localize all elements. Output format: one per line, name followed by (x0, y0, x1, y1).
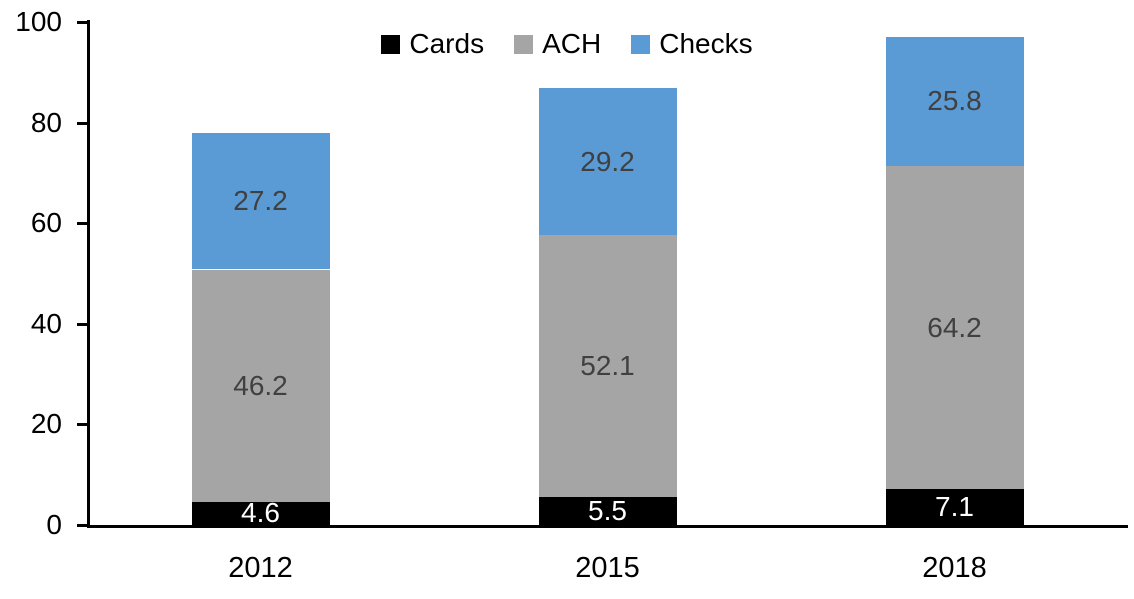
data-label-ach: 46.2 (233, 369, 288, 401)
bar-2012: 4.6 46.2 27.2 (191, 132, 330, 529)
legend-swatch-cards-icon (381, 34, 401, 54)
y-axis-tick (77, 423, 87, 427)
data-label-ach: 64.2 (927, 311, 982, 343)
y-axis-tick (77, 222, 87, 226)
legend-item-ach: ACH (514, 30, 601, 58)
y-tick-label: 20 (30, 408, 62, 440)
legend-swatch-checks-icon (631, 34, 651, 54)
y-tick-label: 60 (30, 207, 62, 239)
bar-segment-ach (538, 235, 677, 498)
bar-segment-checks (538, 88, 677, 236)
y-axis-line (87, 20, 90, 528)
bar-segment-checks (191, 132, 330, 270)
legend-item-checks: Checks (631, 28, 753, 59)
legend-item-cards: Cards (381, 30, 484, 58)
y-axis-tick (77, 21, 87, 24)
y-axis-tick (77, 322, 87, 326)
legend: Cards ACH Checks (0, 30, 1134, 58)
x-axis-label: 2015 (575, 552, 640, 584)
bar-segment-checks (885, 36, 1024, 167)
legend-label: Checks (659, 28, 753, 59)
bar-segment-cards (538, 497, 677, 525)
data-label-cards: 4.6 (241, 497, 280, 529)
x-axis-label: 2012 (228, 552, 293, 584)
data-label-ach: 52.1 (580, 350, 635, 382)
y-axis-tick (77, 524, 87, 527)
data-label-checks: 27.2 (233, 185, 288, 217)
y-tick-label: 0 (46, 509, 62, 540)
bar-segment-ach (885, 166, 1024, 490)
x-axis-line (87, 525, 1128, 528)
x-axis-label: 2018 (922, 552, 987, 584)
y-tick-label: 100 (15, 6, 62, 37)
data-label-cards: 7.1 (935, 491, 974, 523)
y-tick-label: 40 (30, 307, 62, 339)
legend-label: ACH (542, 28, 602, 59)
bar-segment-ach (191, 269, 330, 502)
legend-label: Cards (409, 28, 485, 59)
bar-segment-cards (885, 489, 1024, 525)
y-axis-tick (77, 121, 87, 125)
data-label-checks: 29.2 (580, 145, 635, 177)
legend-swatch-ach-icon (514, 34, 534, 54)
y-tick-label: 80 (30, 106, 62, 138)
bar-segment-cards (191, 501, 330, 525)
bar-2018: 7.1 64.2 25.8 (885, 36, 1024, 525)
bar-2015: 5.5 52.1 29.2 (538, 88, 677, 527)
data-label-checks: 25.8 (927, 85, 982, 117)
data-label-cards: 5.5 (588, 495, 627, 527)
